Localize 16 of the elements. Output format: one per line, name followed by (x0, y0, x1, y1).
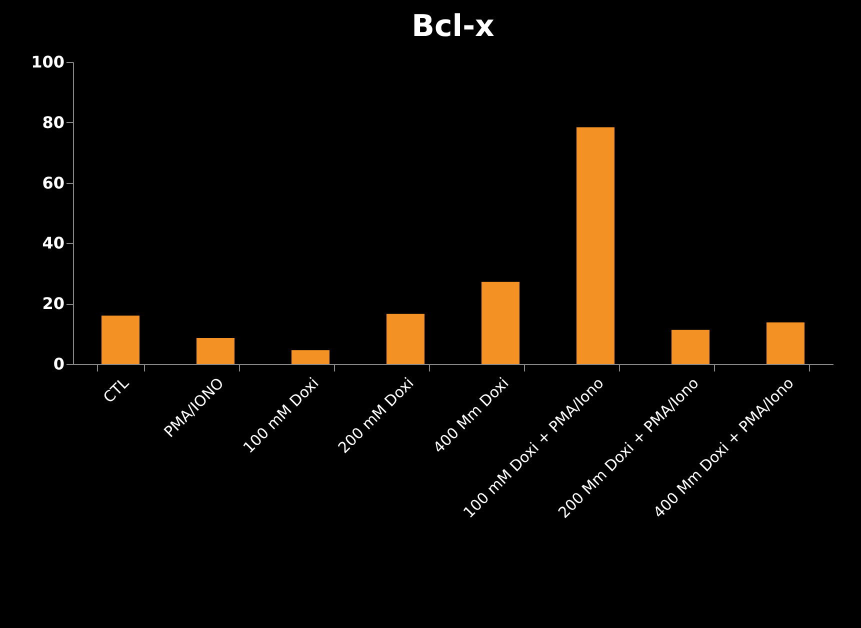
chart-title: Bcl-x (412, 9, 494, 44)
bar (672, 330, 710, 364)
bar (386, 314, 424, 364)
y-tick-label: 60 (42, 173, 64, 192)
bar (482, 282, 520, 364)
bar (766, 322, 804, 364)
x-tick-label: CTL (100, 374, 133, 407)
y-tick-label: 20 (42, 294, 64, 314)
y-tick-label: 100 (31, 52, 64, 72)
y-tick-label: 40 (42, 234, 64, 253)
bar (576, 127, 614, 364)
bar (196, 338, 234, 364)
y-tick-label: 0 (53, 354, 64, 374)
y-tick-label: 80 (42, 112, 64, 132)
bar (292, 350, 330, 364)
bar (102, 316, 140, 364)
